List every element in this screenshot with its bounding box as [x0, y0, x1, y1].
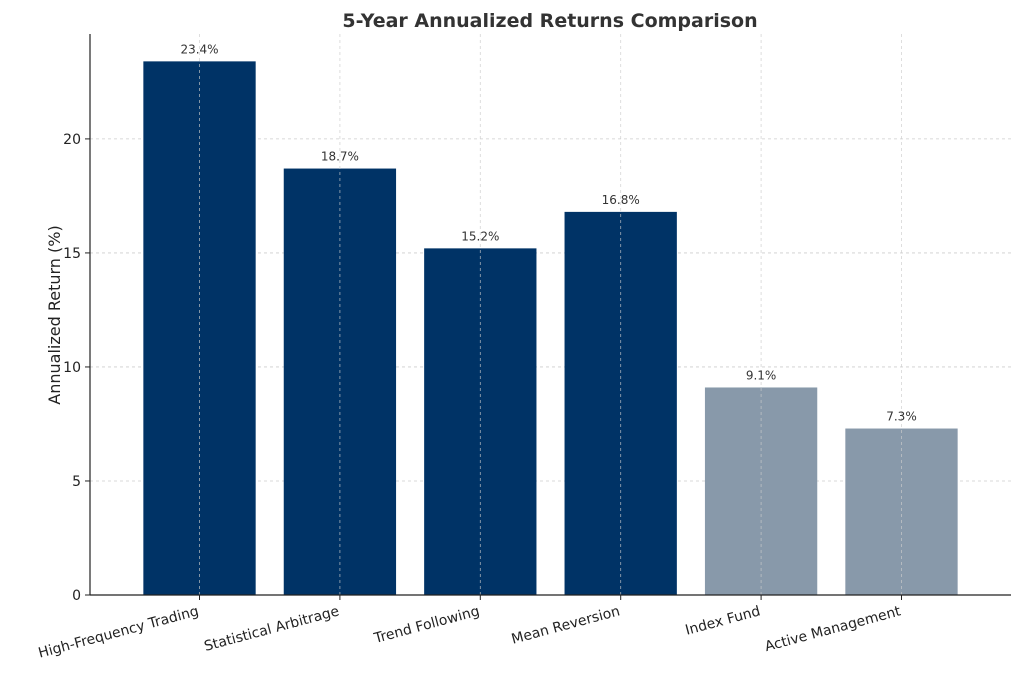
y-tick-label: 20: [63, 132, 81, 148]
data-label: 15.2%: [461, 229, 499, 243]
y-ticks: 0 5 10 15 20: [63, 132, 90, 604]
y-tick-label: 10: [63, 360, 81, 376]
chart-title: 5-Year Annualized Returns Comparison: [342, 10, 757, 32]
y-tick-label: 0: [72, 588, 81, 604]
x-tick-label: Index Fund: [684, 603, 762, 638]
x-tick-label: Active Management: [763, 603, 903, 655]
y-tick-label: 15: [63, 246, 81, 262]
data-label: 23.4%: [180, 42, 218, 56]
x-tick-label: Statistical Arbitrage: [202, 603, 340, 654]
y-axis-label: Annualized Return (%): [45, 225, 64, 404]
x-tick-label: Trend Following: [372, 603, 482, 647]
data-label: 9.1%: [746, 368, 777, 382]
x-tick-label: High-Frequency Trading: [37, 603, 201, 661]
data-label: 18.7%: [321, 150, 359, 164]
data-label: 16.8%: [602, 193, 640, 207]
data-labels: 23.4% 18.7% 15.2% 16.8% 9.1% 7.3%: [180, 42, 916, 423]
x-tick-label: Mean Reversion: [510, 603, 622, 647]
data-label: 7.3%: [886, 410, 917, 424]
x-ticks: High-Frequency Trading Statistical Arbitr…: [37, 595, 903, 662]
bars: [143, 61, 958, 596]
y-tick-label: 5: [72, 474, 81, 490]
axes: [89, 34, 1011, 596]
